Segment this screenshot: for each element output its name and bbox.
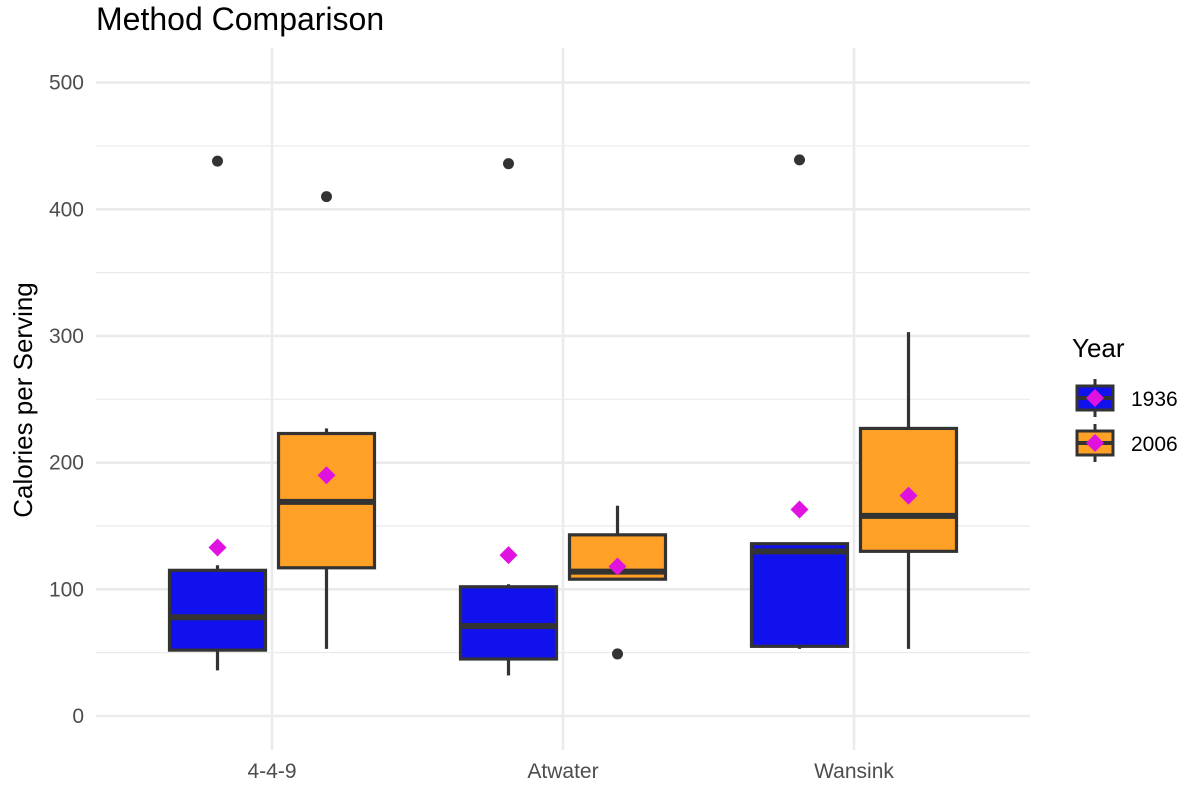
outlier-point	[503, 158, 514, 170]
plot-area	[167, 154, 959, 676]
x-tick-label: Atwater	[527, 760, 598, 783]
mean-marker	[317, 466, 336, 485]
y-tick-label: 100	[49, 578, 84, 601]
mean-marker	[899, 486, 918, 505]
box-1936-Wansink	[749, 154, 850, 649]
legend-label: 1936	[1131, 388, 1178, 411]
y-tick-label: 0	[72, 705, 84, 728]
box-body	[749, 542, 850, 648]
grid	[96, 48, 1030, 750]
legend-key-1936	[1075, 379, 1115, 417]
mean-marker	[608, 557, 627, 576]
outlier-point	[612, 648, 623, 660]
x-tick-label: Wansink	[814, 760, 894, 783]
legend: Year 1936 2006	[1072, 333, 1178, 462]
outlier-point	[321, 191, 332, 203]
x-tick-label: 4-4-9	[247, 760, 296, 783]
y-tick-label: 200	[49, 452, 84, 475]
mean-marker	[499, 546, 518, 565]
box-1936-4-4-9	[167, 155, 268, 671]
box-body	[458, 585, 559, 661]
box-1936-Atwater	[458, 158, 559, 676]
chart-title: Method Comparison	[96, 1, 384, 37]
mean-marker	[790, 500, 809, 519]
y-tick-label: 400	[49, 198, 84, 221]
box-body	[167, 568, 268, 652]
legend-key-mean	[1086, 389, 1104, 407]
legend-key-2006	[1075, 424, 1115, 462]
legend-title: Year	[1072, 333, 1125, 363]
box-2006-Wansink	[858, 332, 959, 649]
legend-key-mean	[1086, 434, 1104, 452]
outlier-point	[794, 154, 805, 166]
outlier-point	[212, 155, 223, 167]
legend-label: 2006	[1131, 433, 1178, 456]
mean-marker	[208, 538, 227, 557]
axes: 0 100 200 300 400 500 4-4-9 Atwater Wansink	[49, 72, 894, 783]
y-axis-label: Calories per Serving	[8, 282, 38, 518]
box-2006-Atwater	[567, 505, 668, 660]
y-tick-label: 300	[49, 325, 84, 348]
y-tick-label: 500	[49, 72, 84, 95]
box-2006-4-4-9	[276, 191, 377, 649]
